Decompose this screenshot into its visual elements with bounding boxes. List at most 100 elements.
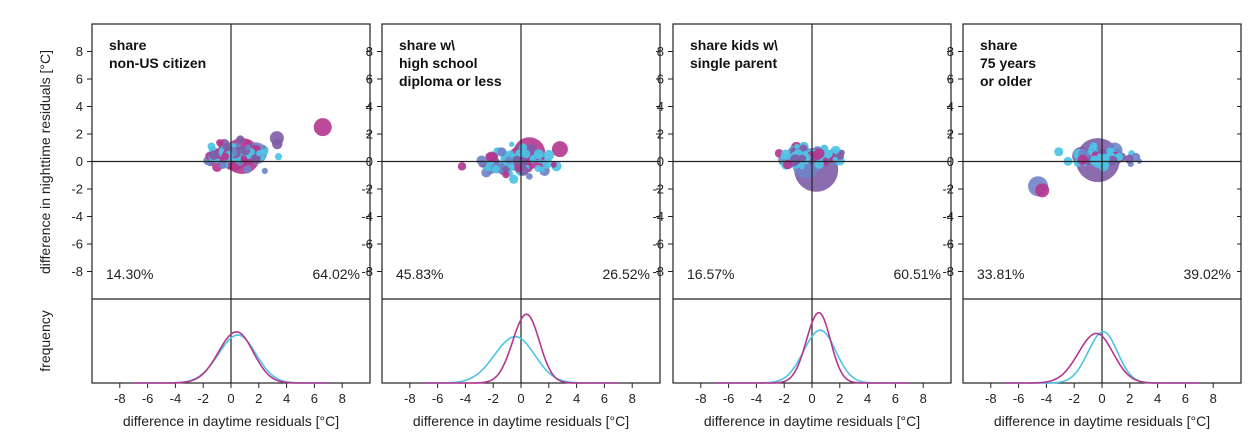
- data-point: [798, 154, 807, 163]
- x-tick-label: 2: [255, 391, 262, 406]
- data-point: [509, 174, 519, 184]
- x-tick-label: -4: [1041, 391, 1053, 406]
- y-axis-label-frequency: frequency: [37, 310, 53, 371]
- data-point: [240, 155, 248, 162]
- data-point: [1107, 155, 1118, 166]
- data-point: [261, 149, 269, 156]
- data-point: [534, 165, 542, 173]
- x-tick-label: 4: [1154, 391, 1161, 406]
- data-point: [533, 149, 544, 160]
- x-tick-label: -4: [460, 391, 472, 406]
- x-tick-label: 6: [1182, 391, 1189, 406]
- panel-title-line: high school: [399, 55, 478, 71]
- y-tick-label: -2: [942, 182, 954, 197]
- data-point: [509, 141, 515, 147]
- y-tick-label: 0: [657, 154, 664, 169]
- y-tick-label: 6: [366, 72, 373, 87]
- y-tick-label: -8: [652, 264, 664, 279]
- x-tick-label: -2: [197, 391, 209, 406]
- y-tick-label: 6: [657, 72, 664, 87]
- y-tick-label: 2: [657, 127, 664, 142]
- panel-title-line: diploma or less: [399, 73, 502, 89]
- data-point-large: [313, 118, 332, 137]
- y-tick-label: -8: [361, 264, 373, 279]
- data-point: [274, 153, 283, 161]
- y-tick-label: 2: [947, 127, 954, 142]
- data-point: [504, 156, 513, 164]
- y-tick-label: 8: [366, 44, 373, 59]
- y-tick-label: 0: [76, 154, 83, 169]
- data-point: [521, 149, 531, 159]
- panel-title-line: share: [109, 37, 147, 53]
- data-point: [261, 144, 266, 150]
- density-curve-magenta: [714, 311, 910, 384]
- x-tick-label: -2: [1068, 391, 1080, 406]
- x-tick-label: 2: [836, 391, 843, 406]
- x-tick-label: 8: [339, 391, 346, 406]
- data-point: [551, 161, 557, 168]
- x-tick-label: 8: [629, 391, 636, 406]
- y-tick-label: 4: [76, 99, 83, 114]
- density-curve-magenta: [423, 313, 619, 384]
- y-tick-label: -4: [361, 209, 373, 224]
- y-tick-label: -4: [942, 209, 954, 224]
- x-tick-label: -6: [432, 391, 444, 406]
- panel-title-line: share: [980, 37, 1018, 53]
- x-tick-label: 4: [573, 391, 580, 406]
- x-tick-label: 4: [283, 391, 290, 406]
- scatter-area: [203, 118, 332, 174]
- x-axis-label: difference in daytime residuals [°C]: [994, 413, 1210, 429]
- y-tick-label: 2: [366, 127, 373, 142]
- data-point: [832, 156, 838, 162]
- density-curve-magenta: [1004, 332, 1200, 384]
- data-point: [502, 171, 510, 179]
- y-tick-label: -2: [652, 182, 664, 197]
- x-axis-label: difference in daytime residuals [°C]: [704, 413, 920, 429]
- pct-right-label: 39.02%: [1184, 266, 1231, 282]
- data-point: [457, 162, 467, 171]
- data-point: [499, 162, 505, 168]
- pct-left-label: 33.81%: [977, 266, 1024, 282]
- panel-title-line: 75 years: [980, 55, 1036, 71]
- data-point: [489, 152, 499, 162]
- x-tick-label: -4: [751, 391, 763, 406]
- y-axis-label-nighttime: difference in nighttime residuals [°C]: [37, 50, 53, 274]
- data-point: [826, 150, 833, 158]
- y-tick-label: -2: [361, 182, 373, 197]
- x-tick-label: 0: [517, 391, 524, 406]
- data-point: [218, 161, 227, 169]
- y-tick-label: -4: [652, 209, 664, 224]
- data-point: [516, 157, 528, 168]
- x-tick-label: -2: [778, 391, 790, 406]
- x-tick-label: -6: [1013, 391, 1025, 406]
- pct-right-label: 60.51%: [894, 266, 941, 282]
- panel-title-line: or older: [980, 73, 1033, 89]
- x-tick-label: -8: [114, 391, 126, 406]
- y-tick-label: -4: [71, 209, 83, 224]
- y-tick-label: 8: [76, 44, 83, 59]
- pct-right-label: 64.02%: [313, 266, 360, 282]
- x-tick-label: 2: [545, 391, 552, 406]
- panel-title-line: non-US citizen: [109, 55, 206, 71]
- x-tick-label: 0: [1098, 391, 1105, 406]
- data-point: [541, 157, 553, 169]
- x-tick-label: -8: [985, 391, 997, 406]
- density-curve-magenta: [133, 330, 329, 384]
- panel-title-line: share kids w\: [690, 37, 778, 53]
- x-tick-label: 0: [227, 391, 234, 406]
- y-tick-label: 8: [947, 44, 954, 59]
- x-tick-label: -6: [142, 391, 154, 406]
- x-tick-label: 4: [864, 391, 871, 406]
- data-point: [476, 155, 487, 166]
- y-tick-label: -6: [361, 237, 373, 252]
- pct-left-label: 16.57%: [687, 266, 734, 282]
- x-tick-label: 6: [892, 391, 899, 406]
- data-point: [543, 149, 555, 161]
- data-point: [256, 150, 263, 157]
- y-tick-label: 2: [76, 127, 83, 142]
- panels: -8 -6 -4 -2 0 2 4 6 8 -8 -6 -4 -2 0 2 4 6 8 difference in …: [71, 23, 1242, 429]
- x-tick-label: 6: [311, 391, 318, 406]
